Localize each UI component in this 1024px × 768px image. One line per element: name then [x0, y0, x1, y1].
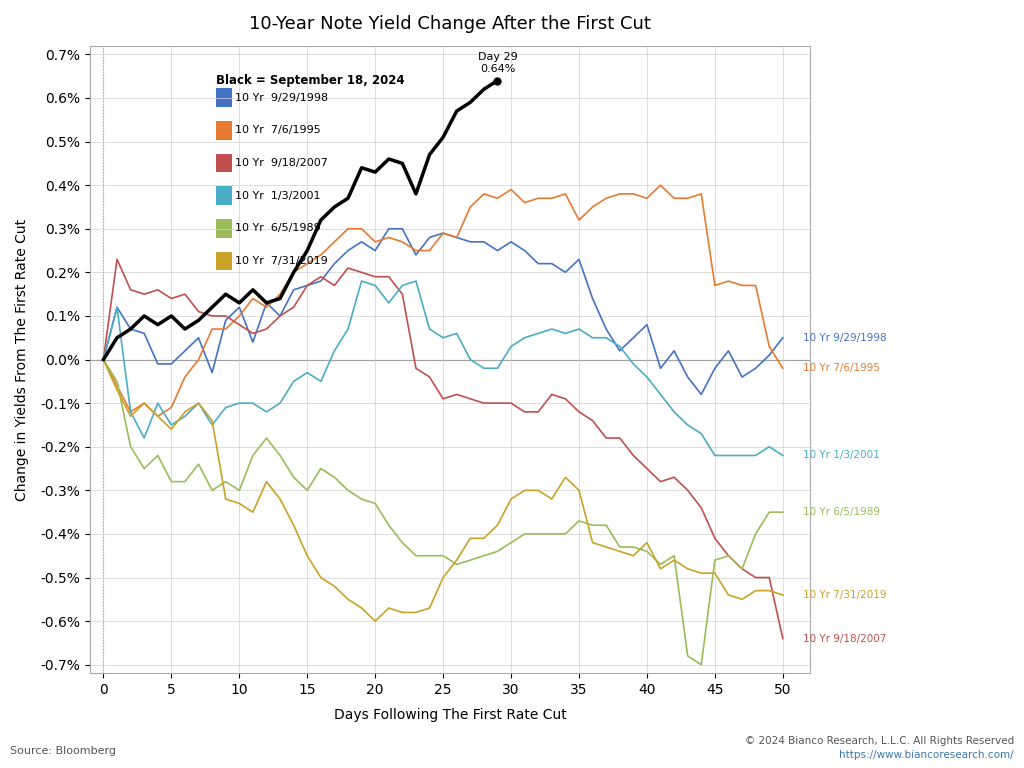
Y-axis label: Change in Yields From The First Rate Cut: Change in Yields From The First Rate Cut	[15, 218, 29, 501]
Text: https://www.biancoresearch.com/: https://www.biancoresearch.com/	[839, 750, 1014, 760]
Text: © 2024 Bianco Research, L.L.C. All Rights Reserved: © 2024 Bianco Research, L.L.C. All Right…	[744, 737, 1014, 746]
Bar	[216, 219, 231, 238]
X-axis label: Days Following The First Rate Cut: Days Following The First Rate Cut	[334, 708, 566, 722]
Text: Source: Bloomberg: Source: Bloomberg	[10, 746, 117, 756]
Bar	[216, 121, 231, 140]
Text: 10 Yr  7/31/2019: 10 Yr 7/31/2019	[236, 256, 328, 266]
Text: Black = September 18, 2024: Black = September 18, 2024	[216, 74, 404, 87]
Text: 10 Yr  6/5/1989: 10 Yr 6/5/1989	[236, 223, 322, 233]
Text: 10 Yr  9/29/1998: 10 Yr 9/29/1998	[236, 93, 329, 103]
Text: 10 Yr 1/3/2001: 10 Yr 1/3/2001	[803, 451, 880, 461]
Text: 10 Yr  7/6/1995: 10 Yr 7/6/1995	[236, 125, 322, 135]
Text: Day 29
0.64%: Day 29 0.64%	[477, 52, 517, 74]
Text: 10 Yr 7/31/2019: 10 Yr 7/31/2019	[803, 590, 887, 600]
Text: 10 Yr  9/18/2007: 10 Yr 9/18/2007	[236, 158, 328, 168]
Text: 10 Yr 9/29/1998: 10 Yr 9/29/1998	[803, 333, 887, 343]
Bar	[216, 187, 231, 205]
Text: 10 Yr 6/5/1989: 10 Yr 6/5/1989	[803, 507, 881, 517]
Bar	[216, 154, 231, 173]
Bar	[216, 88, 231, 108]
Text: 10 Yr  1/3/2001: 10 Yr 1/3/2001	[236, 190, 321, 200]
Text: 10 Yr 9/18/2007: 10 Yr 9/18/2007	[803, 634, 887, 644]
Text: 10 Yr 7/6/1995: 10 Yr 7/6/1995	[803, 363, 881, 373]
Title: 10-Year Note Yield Change After the First Cut: 10-Year Note Yield Change After the Firs…	[249, 15, 651, 33]
Bar	[216, 252, 231, 270]
